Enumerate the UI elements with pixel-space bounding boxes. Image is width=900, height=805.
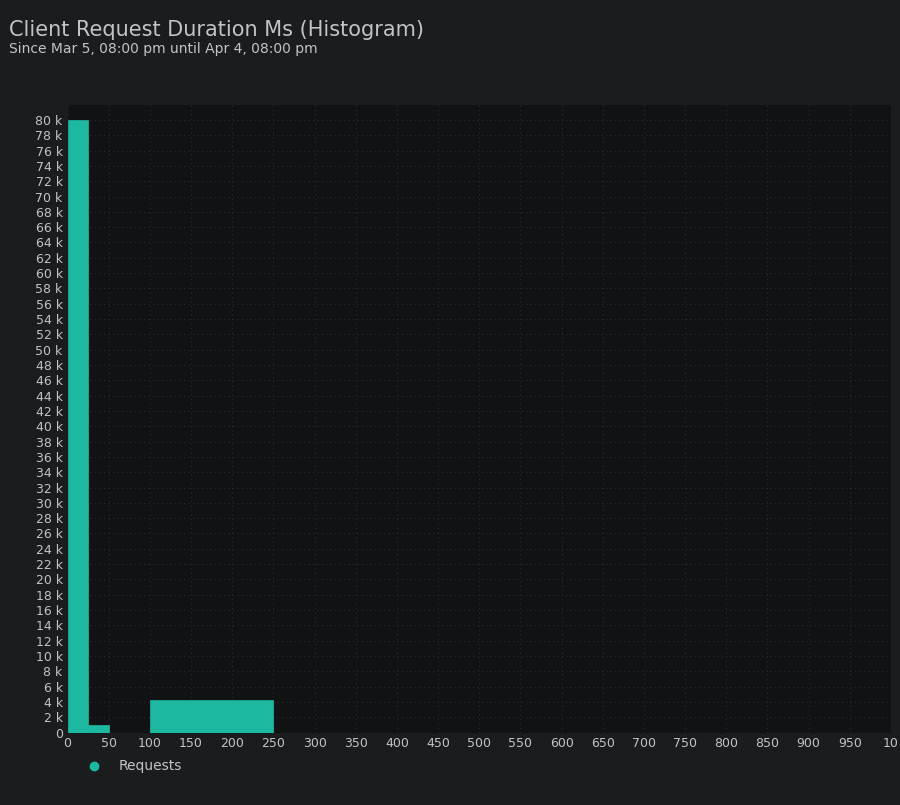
Bar xyxy=(149,700,274,733)
Text: Client Request Duration Ms (Histogram): Client Request Duration Ms (Histogram) xyxy=(9,20,424,40)
Bar xyxy=(88,724,109,733)
Legend: Requests: Requests xyxy=(75,753,188,779)
Text: Since Mar 5, 08:00 pm until Apr 4, 08:00 pm: Since Mar 5, 08:00 pm until Apr 4, 08:00… xyxy=(9,42,318,56)
Bar xyxy=(68,120,88,733)
